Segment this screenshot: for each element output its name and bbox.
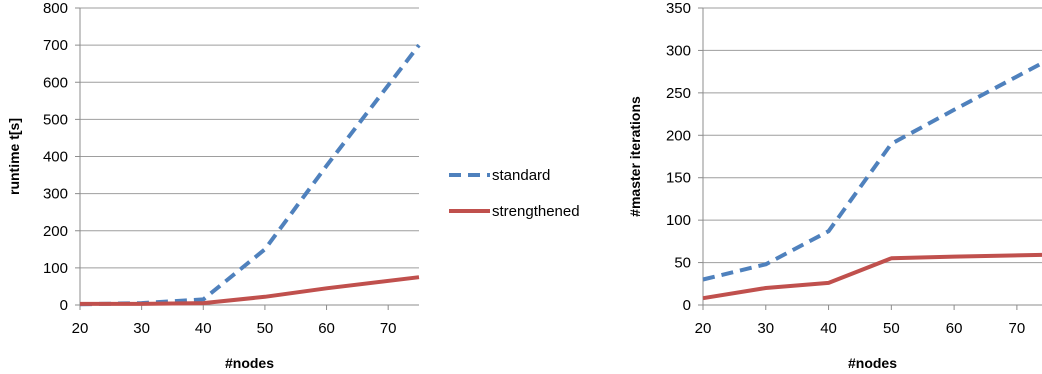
master-iterations-chart: 0 50 100 150 200 250 300 350 20 30 40 50 60 70 #nodes #…: [627, 0, 1042, 371]
y-tick-label: 150: [666, 170, 691, 187]
y-tick-label: 400: [43, 149, 68, 166]
x-tick-label: 60: [946, 320, 963, 337]
y-tick-label: 350: [666, 0, 691, 17]
x-tick-label: 40: [195, 320, 212, 337]
y-axis-title: #master iterations: [627, 96, 643, 217]
legend: standard strengthened: [449, 167, 580, 220]
series-line-standard: [702, 61, 1042, 282]
y-tick-label: 800: [43, 0, 68, 17]
y-tick-label: 300: [43, 186, 68, 203]
x-tick-label: 70: [380, 320, 397, 337]
runtime-chart: 0 100 200 300 400 500 600 700 800 20 30 40 50 60 70 #no…: [6, 0, 421, 371]
x-axis-title: #nodes: [848, 355, 897, 371]
series-line-standard: [79, 43, 421, 307]
x-tick-label: 50: [257, 320, 274, 337]
y-tick-label: 100: [43, 260, 68, 277]
y-tick-label: 700: [43, 37, 68, 54]
y-tick-label: 0: [60, 297, 68, 314]
y-tick-label: 200: [666, 127, 691, 144]
y-tick-label: 250: [666, 85, 691, 102]
x-tick-label: 60: [318, 320, 335, 337]
x-tick-label: 40: [820, 320, 837, 337]
x-axis-title: #nodes: [225, 355, 274, 371]
y-tick-label: 50: [674, 255, 691, 272]
x-tick-label: 20: [695, 320, 712, 337]
y-tick-label: 300: [666, 42, 691, 59]
y-tick-label: 100: [666, 212, 691, 229]
x-tick-label: 30: [757, 320, 774, 337]
series-line-strengthened: [702, 252, 1042, 301]
series-line-strengthened: [80, 275, 420, 306]
y-tick-label: 500: [43, 111, 68, 128]
legend-label-strengthened: strengthened: [492, 203, 580, 220]
legend-label-standard: standard: [492, 167, 550, 184]
y-tick-label: 200: [43, 223, 68, 240]
y-axis-title: runtime t[s]: [6, 118, 22, 195]
x-tick-label: 70: [1009, 320, 1026, 337]
x-tick-label: 20: [72, 320, 89, 337]
x-tick-label: 30: [133, 320, 150, 337]
y-tick-label: 0: [683, 297, 691, 314]
y-tick-label: 600: [43, 74, 68, 91]
x-tick-label: 50: [883, 320, 900, 337]
